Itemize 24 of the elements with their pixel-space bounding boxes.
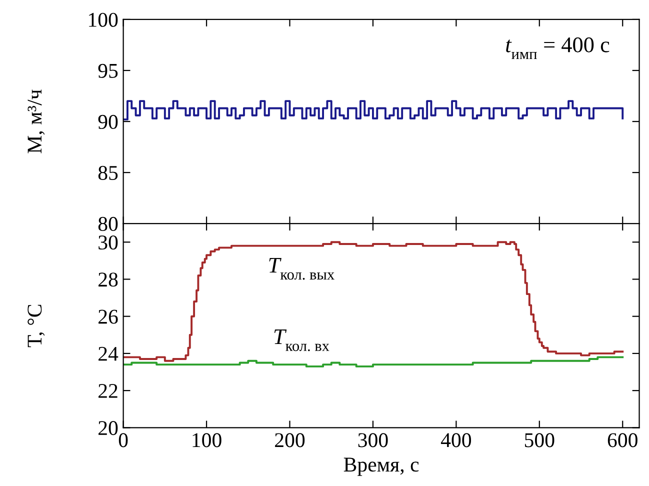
y-tick-label: 24: [98, 346, 118, 361]
x-tick-label: 600: [608, 433, 638, 448]
x-tick-label: 500: [524, 433, 554, 448]
x-tick-label: 300: [358, 433, 388, 448]
x-tick-label: 400: [440, 433, 472, 448]
y-tick-label: 90: [98, 114, 118, 129]
y-tick-label: 28: [98, 272, 118, 287]
y-tick-label: 100: [89, 12, 118, 27]
y-tick-label: 30: [98, 235, 118, 250]
x-axis-title: Время, с: [344, 458, 419, 476]
x-tick-label: 100: [192, 433, 222, 448]
y-axis-title: T, °C: [28, 304, 45, 348]
y-tick-label: 85: [98, 166, 118, 180]
x-tick-label: 200: [275, 433, 305, 448]
y-tick-label: 22: [98, 384, 118, 398]
y-axis-title: M, м³/ч: [28, 90, 45, 154]
y-tick-label: 95: [98, 64, 118, 78]
y-tick-label: 20: [98, 421, 118, 436]
y-tick-label: 80: [98, 216, 118, 231]
annotation: Tкол. вых: [269, 258, 334, 280]
annotation: Tкол. вх: [274, 329, 330, 352]
x-tick-label: 0: [118, 433, 128, 448]
annotation: tимп = 400 с: [506, 37, 610, 60]
y-tick-label: 26: [98, 310, 118, 324]
